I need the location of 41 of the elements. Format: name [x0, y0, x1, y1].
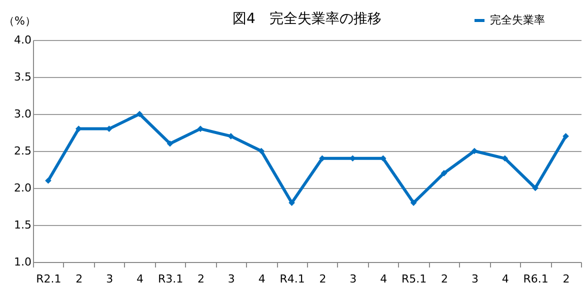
- y-tick-label: 3.0: [14, 108, 32, 120]
- x-tick-label: 2: [197, 272, 204, 286]
- point: [197, 126, 204, 132]
- point: [45, 177, 52, 184]
- legend-label: 完全失業率: [490, 14, 545, 26]
- point: [502, 155, 508, 162]
- x-tick-label: 2: [76, 272, 83, 286]
- point: [136, 110, 143, 118]
- point: [258, 148, 264, 154]
- point: [532, 184, 538, 192]
- point: [440, 170, 448, 176]
- x-tick-label: R2.1: [36, 272, 62, 286]
- point: [410, 200, 417, 206]
- point: [166, 140, 174, 147]
- y-tick-label: 4.0: [14, 34, 32, 46]
- chart-title: 図4 完全失業率の推移: [232, 11, 382, 27]
- y-tick-label: 2.5: [14, 144, 32, 158]
- y-axis-title: （%）: [4, 14, 36, 28]
- point: [228, 133, 234, 140]
- x-tick-label: 4: [380, 272, 388, 286]
- x-tick-label: 2: [441, 272, 448, 286]
- x-tick-label: 2: [319, 272, 326, 286]
- x-tick-label: 4: [258, 272, 266, 286]
- point: [319, 155, 326, 162]
- y-tick-label: 2.0: [14, 182, 32, 194]
- x-tick-label: 3: [106, 272, 114, 286]
- x-tick-label: 3: [350, 272, 357, 286]
- y-tick-label: 1.5: [14, 218, 32, 232]
- x-tick-label: 3: [471, 272, 478, 286]
- x-tick-label: 2: [562, 272, 570, 286]
- point: [562, 133, 569, 140]
- x-tick-label: R5.1: [401, 272, 427, 286]
- point: [288, 200, 295, 206]
- x-tick-label: R4.1: [280, 272, 305, 286]
- x-tick-label: 4: [502, 272, 509, 286]
- y-tick-label: 3.5: [14, 70, 32, 84]
- x-tick-label: 4: [136, 272, 144, 286]
- x-tick-label: R3.1: [158, 272, 184, 286]
- x-tick-label: R6.1: [523, 272, 548, 286]
- y-tick-label: 1.0: [14, 256, 32, 268]
- x-tick-label: 3: [228, 272, 235, 286]
